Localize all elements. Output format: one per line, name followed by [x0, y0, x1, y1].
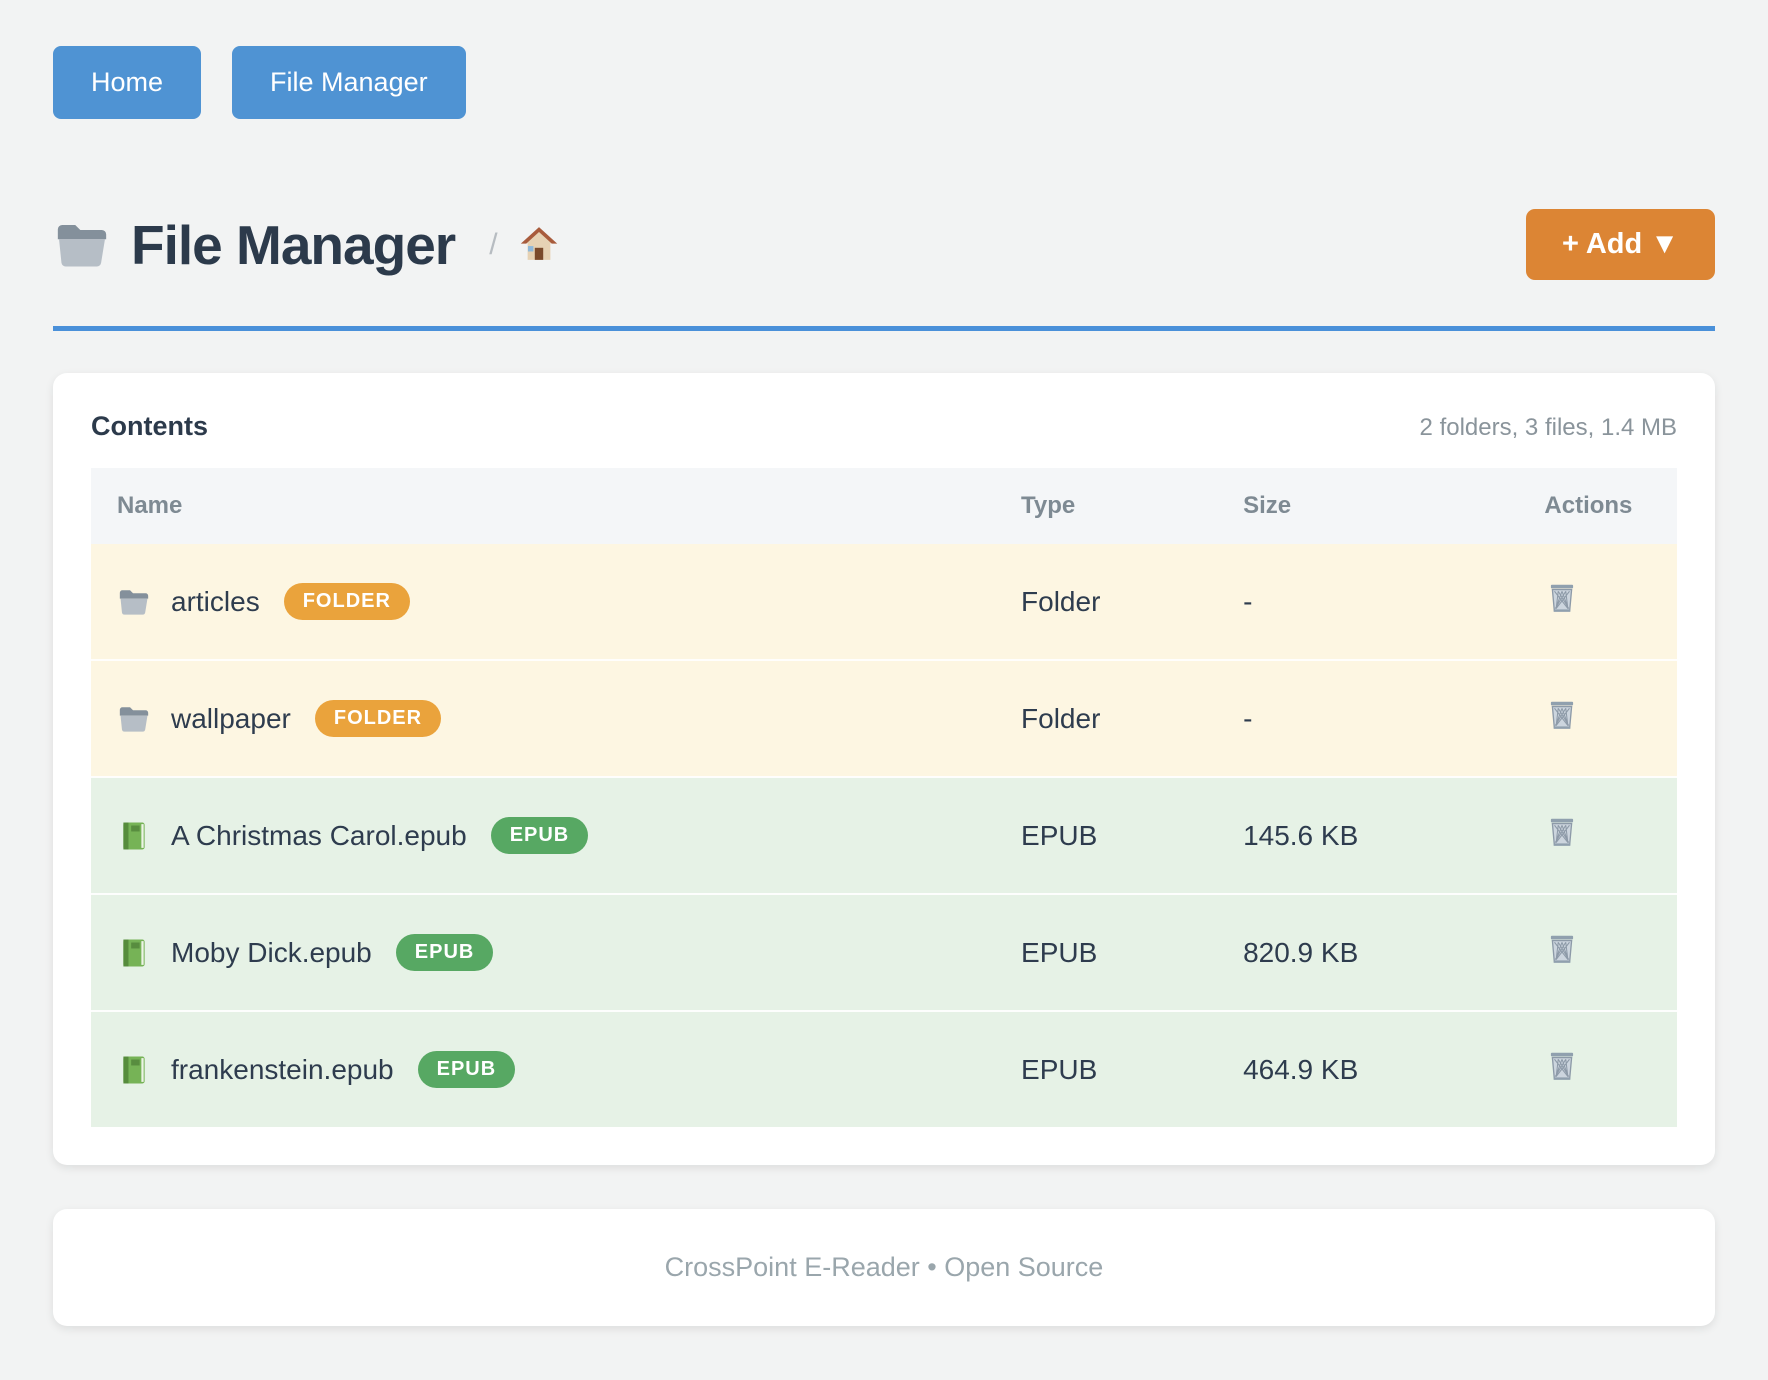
- type-badge: EPUB: [490, 817, 589, 854]
- contents-title: Contents: [91, 411, 208, 441]
- type-badge: FOLDER: [314, 700, 442, 737]
- breadcrumb-separator: /: [489, 227, 498, 261]
- home-icon[interactable]: [518, 224, 560, 266]
- file-table: Name Type Size Actions: [91, 468, 1677, 1127]
- type-cell: Folder: [995, 660, 1218, 778]
- folder-icon: [117, 585, 151, 619]
- title-divider: [53, 326, 1715, 331]
- contents-card-header: Contents 2 folders, 3 files, 1.4 MB: [91, 411, 1677, 442]
- column-header-name: Name: [91, 468, 996, 544]
- type-badge: FOLDER: [283, 583, 410, 620]
- table-row: Moby Dick.epub EPUB EPUB 820.9 KB: [91, 894, 1677, 1012]
- column-header-size: Size: [1217, 468, 1519, 544]
- size-cell: 820.9 KB: [1217, 894, 1519, 1012]
- type-badge: EPUB: [395, 934, 494, 971]
- type-cell: Folder: [995, 544, 1218, 661]
- nav-button-home[interactable]: Home: [53, 46, 202, 119]
- book-icon: [117, 819, 151, 853]
- trash-icon[interactable]: [1544, 580, 1580, 616]
- trash-icon[interactable]: [1544, 814, 1580, 850]
- table-header-row: Name Type Size Actions: [91, 468, 1677, 544]
- file-manager-page: Home File Manager File Manager / + Add ▼…: [53, 46, 1715, 1326]
- folder-icon: [117, 702, 151, 736]
- table-row: wallpaper FOLDER Folder -: [91, 660, 1677, 778]
- column-header-type: Type: [995, 468, 1218, 544]
- contents-card: Contents 2 folders, 3 files, 1.4 MB Name…: [53, 373, 1715, 1165]
- trash-icon[interactable]: [1544, 697, 1580, 733]
- trash-icon[interactable]: [1544, 931, 1580, 967]
- file-name[interactable]: Moby Dick.epub: [171, 936, 372, 968]
- add-button[interactable]: + Add ▼: [1525, 209, 1715, 280]
- type-cell: EPUB: [995, 1011, 1218, 1127]
- file-name[interactable]: articles: [171, 585, 260, 617]
- title-group: File Manager /: [53, 213, 560, 277]
- size-cell: 145.6 KB: [1217, 777, 1519, 895]
- page-header: File Manager / + Add ▼: [53, 209, 1715, 280]
- table-row: frankenstein.epub EPUB EPUB 464.9 KB: [91, 1011, 1677, 1127]
- size-cell: -: [1217, 660, 1519, 778]
- trash-icon[interactable]: [1544, 1048, 1580, 1084]
- nav-button-file-manager[interactable]: File Manager: [232, 46, 466, 119]
- size-cell: 464.9 KB: [1217, 1011, 1519, 1127]
- type-cell: EPUB: [995, 777, 1218, 895]
- folder-icon: [53, 216, 111, 274]
- contents-summary: 2 folders, 3 files, 1.4 MB: [1419, 414, 1677, 441]
- book-icon: [117, 1053, 151, 1087]
- file-name[interactable]: A Christmas Carol.epub: [171, 819, 467, 851]
- footer-card: CrossPoint E-Reader • Open Source: [53, 1209, 1715, 1326]
- type-cell: EPUB: [995, 894, 1218, 1012]
- type-badge: EPUB: [417, 1051, 516, 1088]
- book-icon: [117, 936, 151, 970]
- footer-text: CrossPoint E-Reader • Open Source: [664, 1252, 1104, 1282]
- file-name[interactable]: frankenstein.epub: [171, 1053, 394, 1085]
- page-title: File Manager: [131, 213, 456, 276]
- file-name[interactable]: wallpaper: [171, 702, 291, 734]
- top-nav: Home File Manager: [53, 46, 1715, 119]
- size-cell: -: [1217, 544, 1519, 661]
- table-row: A Christmas Carol.epub EPUB EPUB 145.6 K…: [91, 777, 1677, 895]
- table-row: articles FOLDER Folder -: [91, 544, 1677, 661]
- column-header-actions: Actions: [1518, 468, 1677, 544]
